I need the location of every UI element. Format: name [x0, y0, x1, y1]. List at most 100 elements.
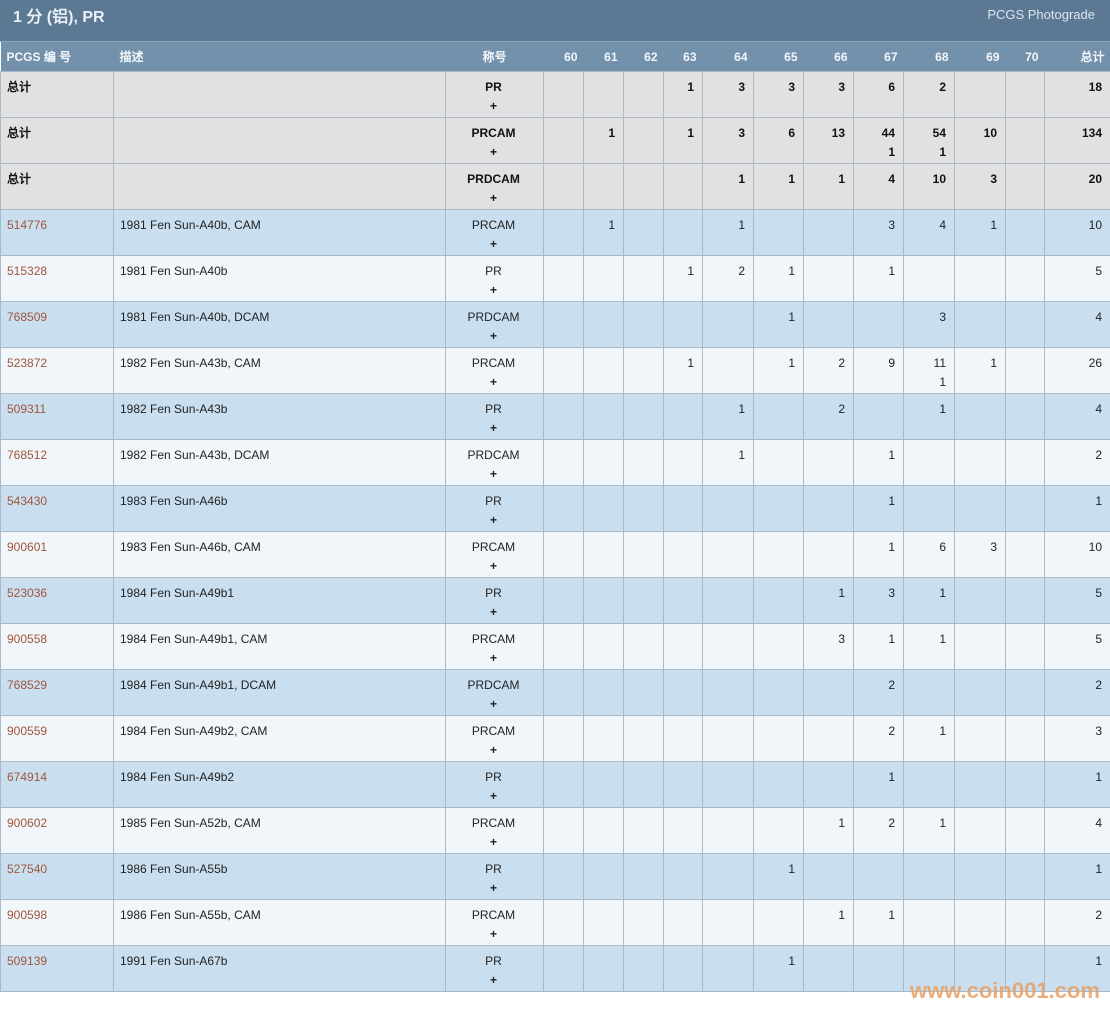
column-header-grade-70[interactable]: 70: [1005, 42, 1045, 72]
pcgs-number-link[interactable]: 900602: [7, 816, 48, 830]
grade-cell-69[interactable]: 3: [954, 531, 1006, 578]
grade-cell-68[interactable]: 1: [903, 393, 955, 440]
grade-cell-67[interactable]: 2: [853, 715, 904, 762]
grade-cell-69[interactable]: 10: [954, 117, 1006, 164]
grade-cell-64[interactable]: 3: [702, 117, 754, 164]
grade-cell-66[interactable]: 2: [803, 347, 854, 394]
pcgs-number-link[interactable]: 509311: [7, 402, 47, 416]
grade-cell-67[interactable]: 1: [853, 761, 904, 808]
column-header-grade-67[interactable]: 67: [853, 42, 904, 72]
grade-cell-70: [1005, 117, 1045, 164]
column-header-grade-69[interactable]: 69: [954, 42, 1006, 72]
grade-cell-67[interactable]: 3: [853, 577, 904, 624]
grade-cell-64[interactable]: 1: [702, 439, 754, 486]
grade-cell-65[interactable]: 1: [753, 853, 804, 900]
total-row: 总计 PR +1 3 3 3 6 2 18: [0, 71, 1110, 118]
grade-cell-68[interactable]: 1: [903, 577, 955, 624]
grade-cell-69[interactable]: 1: [954, 209, 1006, 256]
pcgs-number-link[interactable]: 523036: [7, 586, 48, 600]
grade-cell-64[interactable]: 1: [702, 209, 754, 256]
column-header-grade-68[interactable]: 68: [903, 42, 955, 72]
grade-cell-67[interactable]: 1: [853, 899, 904, 946]
pcgs-number-link[interactable]: 768509: [7, 310, 48, 324]
pcgs-number-link[interactable]: 900558: [7, 632, 48, 646]
column-header-grade-61[interactable]: 61: [583, 42, 624, 72]
column-header-description[interactable]: 描述: [113, 42, 446, 72]
column-header-pcgs[interactable]: PCGS 编 号: [0, 42, 114, 72]
grade-count: 1: [888, 448, 895, 462]
pcgs-number-link[interactable]: 509139: [7, 954, 48, 968]
pcgs-number-link[interactable]: 900559: [7, 724, 48, 738]
grade-cell-67[interactable]: 1: [853, 531, 904, 578]
grade-cell-67[interactable]: 2: [853, 807, 904, 854]
grade-cell-66[interactable]: 3: [803, 623, 854, 670]
grade-cell-64[interactable]: 1: [702, 393, 754, 440]
pcgs-number-link[interactable]: 523872: [7, 356, 48, 370]
pcgs-number-link[interactable]: 527540: [7, 862, 48, 876]
pcgs-number-link[interactable]: 674914: [7, 770, 48, 784]
column-header-grade-64[interactable]: 64: [702, 42, 754, 72]
grade-cell-66[interactable]: 1: [803, 163, 854, 210]
grade-cell-65[interactable]: 1: [753, 255, 804, 302]
grade-cell-66[interactable]: 13: [803, 117, 854, 164]
grade-cell-67[interactable]: 9: [853, 347, 904, 394]
grade-cell-67[interactable]: 1: [853, 623, 904, 670]
grade-cell-67[interactable]: 2: [853, 669, 904, 716]
grade-cell-63[interactable]: 1: [663, 71, 703, 118]
column-header-grade-66[interactable]: 66: [803, 42, 854, 72]
column-header-total[interactable]: 总计: [1044, 42, 1110, 72]
grade-cell-68[interactable]: 1: [903, 623, 955, 670]
grade-cell-61[interactable]: 1: [583, 117, 624, 164]
grade-cell-67[interactable]: 1: [853, 255, 904, 302]
column-header-grade-62[interactable]: 62: [623, 42, 664, 72]
column-header-grade-63[interactable]: 63: [663, 42, 703, 72]
grade-cell-66[interactable]: 3: [803, 71, 854, 118]
column-header-designation[interactable]: 称号: [445, 42, 544, 72]
pcgs-number-link[interactable]: 900598: [7, 908, 48, 922]
grade-cell-63[interactable]: 1: [663, 347, 703, 394]
grade-cell-67[interactable]: 1: [853, 485, 904, 532]
grade-cell-64[interactable]: 1: [702, 163, 754, 210]
grade-cell-68[interactable]: 6: [903, 531, 955, 578]
grade-cell-66[interactable]: 2: [803, 393, 854, 440]
grade-cell-65[interactable]: 1: [753, 301, 804, 348]
column-header-grade-65[interactable]: 65: [753, 42, 804, 72]
pcgs-number-link[interactable]: 768512: [7, 448, 48, 462]
pcgs-number-link[interactable]: 768529: [7, 678, 48, 692]
pcgs-number-link[interactable]: 515328: [7, 264, 48, 278]
grade-cell-63[interactable]: 1: [663, 117, 703, 164]
grade-cell-65[interactable]: 6: [753, 117, 804, 164]
grade-cell-67[interactable]: 44 1: [853, 117, 904, 164]
grade-cell-64[interactable]: 3: [702, 71, 754, 118]
grade-cell-63[interactable]: 1: [663, 255, 703, 302]
grade-cell-66[interactable]: 1: [803, 577, 854, 624]
grade-cell-64: [702, 577, 754, 624]
grade-cell-61[interactable]: 1: [583, 209, 624, 256]
grade-cell-65[interactable]: 1: [753, 945, 804, 992]
pcgs-number-link[interactable]: 543430: [7, 494, 48, 508]
grade-cell-66[interactable]: 1: [803, 899, 854, 946]
grade-cell-67[interactable]: 6: [853, 71, 904, 118]
grade-cell-67[interactable]: 3: [853, 209, 904, 256]
grade-cell-65[interactable]: 1: [753, 163, 804, 210]
grade-cell-68[interactable]: 1: [903, 807, 955, 854]
column-header-grade-60[interactable]: 60: [543, 42, 584, 72]
pcgs-number-link[interactable]: 514776: [7, 218, 48, 232]
grade-cell-68[interactable]: 10: [903, 163, 955, 210]
grade-cell-66[interactable]: 1: [803, 807, 854, 854]
grade-cell-68[interactable]: 2: [903, 71, 955, 118]
grade-cell-67[interactable]: 1: [853, 439, 904, 486]
grade-cell-68[interactable]: 54 1: [903, 117, 955, 164]
grade-cell-69[interactable]: 1: [954, 347, 1006, 394]
grade-cell-65[interactable]: 3: [753, 71, 804, 118]
grade-cell-67[interactable]: 4: [853, 163, 904, 210]
grade-cell-68[interactable]: 1: [903, 715, 955, 762]
grade-cell-65[interactable]: 1: [753, 347, 804, 394]
grade-cell-69[interactable]: 3: [954, 163, 1006, 210]
designation-text: PR: [485, 264, 502, 278]
grade-cell-68[interactable]: 3: [903, 301, 955, 348]
grade-cell-64[interactable]: 2: [702, 255, 754, 302]
grade-cell-68[interactable]: 11 1: [903, 347, 955, 394]
grade-cell-68[interactable]: 4: [903, 209, 955, 256]
pcgs-number-link[interactable]: 900601: [7, 540, 48, 554]
